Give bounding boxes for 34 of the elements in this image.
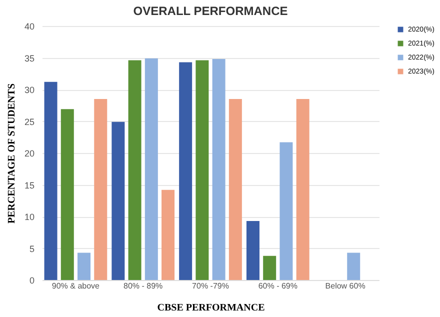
x-tick-label: 80% - 89%: [124, 282, 163, 290]
bar: [144, 58, 158, 280]
bar: [196, 60, 209, 280]
y-tick-label: 25: [24, 116, 34, 127]
bar: [296, 99, 310, 280]
x-tick-label: 60% - 69%: [258, 282, 298, 290]
y-tick-label: 40: [24, 22, 34, 32]
y-axis-title: PERCENTAGE OF STUDENTS: [6, 83, 18, 224]
x-tick-label: 90% & above: [52, 282, 100, 290]
bar: [228, 99, 242, 280]
chart-title: OVERALL PERFORMANCE: [133, 4, 288, 18]
bar: [44, 82, 58, 280]
y-tick-label: 35: [24, 53, 34, 64]
bar: [246, 220, 260, 280]
bar: [162, 190, 175, 280]
bar: [280, 142, 293, 280]
bar: [179, 62, 192, 280]
bar: [263, 256, 276, 280]
bar: [112, 122, 125, 280]
bar: [94, 99, 108, 280]
y-tick-label: 5: [29, 244, 34, 254]
y-tick-label: 20: [24, 148, 34, 158]
x-tick-label: 70% -79%: [192, 282, 229, 290]
y-tick-label: 15: [24, 180, 34, 190]
bar: [347, 252, 360, 280]
bar: [212, 59, 226, 280]
y-tick-label: 10: [24, 212, 34, 222]
bar: [128, 60, 142, 280]
bar: [60, 109, 74, 280]
x-axis-title: CBSE PERFORMANCE: [157, 302, 266, 314]
bar: [78, 252, 91, 280]
x-tick-label: Below 60%: [325, 282, 366, 290]
y-tick-label: 0: [29, 276, 34, 286]
y-tick-label: 30: [24, 85, 34, 95]
